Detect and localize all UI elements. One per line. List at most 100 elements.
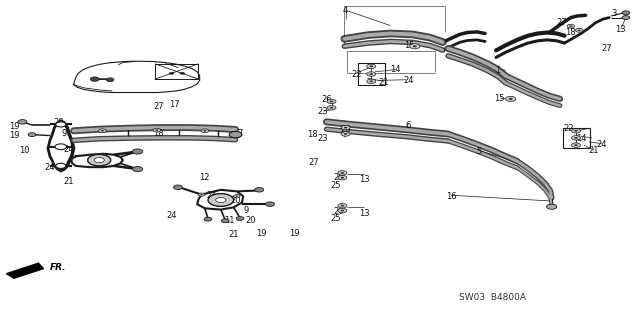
Circle shape (330, 100, 333, 102)
Circle shape (369, 65, 373, 67)
Text: 15: 15 (404, 41, 415, 50)
Circle shape (101, 130, 104, 131)
Text: 27: 27 (602, 44, 612, 53)
Text: 23: 23 (318, 134, 328, 143)
Text: 13: 13 (616, 25, 626, 34)
Text: 15: 15 (494, 94, 504, 103)
Circle shape (94, 158, 104, 163)
Bar (563, 128, 590, 148)
Circle shape (180, 72, 185, 75)
Text: 22: 22 (563, 124, 573, 133)
Text: 3: 3 (612, 9, 617, 18)
Circle shape (622, 11, 630, 15)
Text: 9: 9 (244, 206, 249, 215)
Circle shape (255, 188, 264, 192)
Circle shape (229, 131, 242, 138)
Text: 16: 16 (446, 192, 456, 201)
Text: 26: 26 (334, 207, 344, 216)
Circle shape (572, 129, 580, 133)
Text: 26: 26 (334, 173, 344, 182)
Circle shape (367, 79, 376, 84)
Text: 10: 10 (19, 146, 29, 155)
Text: 25: 25 (331, 214, 341, 223)
Circle shape (574, 137, 578, 139)
Circle shape (266, 202, 275, 206)
Circle shape (506, 96, 516, 101)
Text: 27: 27 (154, 102, 164, 111)
Circle shape (574, 130, 578, 132)
Text: 24: 24 (403, 76, 413, 85)
Text: 19: 19 (256, 229, 266, 238)
Circle shape (622, 16, 630, 19)
Text: 20: 20 (230, 197, 241, 205)
Circle shape (200, 194, 203, 195)
Text: 27: 27 (308, 158, 319, 167)
Circle shape (340, 205, 344, 207)
Circle shape (132, 167, 143, 172)
Circle shape (575, 28, 583, 32)
Bar (358, 63, 385, 85)
Text: SW03  B4800A: SW03 B4800A (460, 293, 526, 302)
Text: 21: 21 (379, 78, 389, 87)
Circle shape (28, 133, 36, 137)
Circle shape (18, 120, 27, 124)
Circle shape (216, 197, 226, 203)
Circle shape (208, 194, 234, 206)
Circle shape (338, 208, 347, 213)
Circle shape (88, 154, 111, 166)
Text: 1: 1 (495, 66, 500, 75)
Circle shape (572, 143, 580, 147)
Text: 19: 19 (9, 131, 19, 140)
Text: 21: 21 (228, 230, 239, 239)
Circle shape (153, 128, 161, 132)
Circle shape (338, 204, 347, 208)
Text: 21: 21 (589, 146, 599, 155)
Text: 27: 27 (557, 19, 567, 27)
Circle shape (572, 136, 580, 140)
Text: 19: 19 (9, 122, 19, 130)
Circle shape (567, 24, 575, 28)
Text: FR.: FR. (50, 263, 67, 272)
Text: 22: 22 (352, 70, 362, 79)
Circle shape (330, 107, 333, 109)
Circle shape (204, 217, 212, 221)
Circle shape (341, 125, 350, 130)
Circle shape (204, 130, 206, 131)
Text: 11: 11 (224, 216, 234, 225)
Circle shape (55, 144, 67, 150)
Circle shape (327, 99, 336, 104)
Circle shape (578, 30, 580, 31)
Circle shape (574, 144, 578, 146)
Circle shape (410, 44, 420, 49)
Text: 12: 12 (200, 173, 210, 182)
Circle shape (369, 80, 373, 82)
Text: 14: 14 (576, 134, 586, 143)
Text: 21: 21 (64, 177, 74, 186)
Circle shape (106, 78, 114, 82)
Text: 5: 5 (476, 147, 481, 156)
Text: 13: 13 (360, 175, 370, 184)
Circle shape (413, 45, 417, 47)
Circle shape (340, 210, 344, 211)
Text: 24: 24 (206, 191, 216, 200)
Circle shape (341, 132, 350, 136)
Circle shape (132, 149, 143, 154)
Text: 24: 24 (64, 145, 74, 154)
Text: 25: 25 (331, 181, 341, 189)
Circle shape (547, 204, 557, 209)
Polygon shape (6, 263, 44, 278)
Circle shape (367, 72, 376, 76)
Text: 18: 18 (307, 130, 317, 139)
Circle shape (369, 73, 373, 75)
Circle shape (509, 98, 513, 100)
Text: 26: 26 (321, 95, 332, 104)
Circle shape (56, 122, 66, 127)
Text: 24: 24 (45, 163, 55, 172)
Text: 26: 26 (340, 125, 351, 134)
Text: 8: 8 (92, 158, 97, 167)
Text: 18: 18 (154, 129, 164, 138)
Text: 18: 18 (566, 28, 576, 37)
Circle shape (340, 177, 344, 179)
Circle shape (198, 193, 205, 196)
Circle shape (201, 129, 209, 133)
